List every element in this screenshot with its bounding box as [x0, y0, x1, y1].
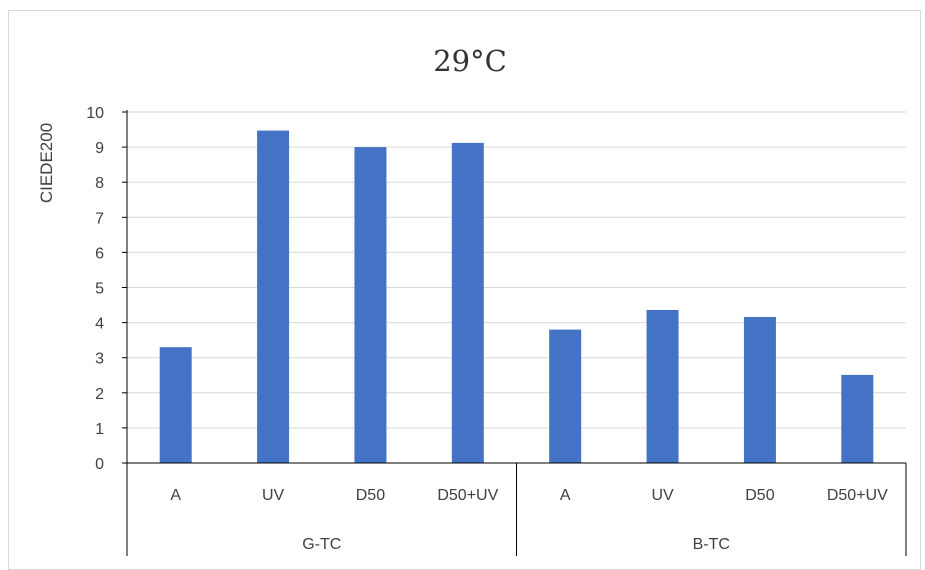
x-tick-label: UV: [262, 487, 285, 504]
gridlines: [127, 111, 906, 429]
bar: [549, 329, 582, 463]
y-tick-label: 5: [95, 281, 104, 298]
x-tick-label: D50: [745, 487, 774, 504]
y-axis-label: CIEDE200: [37, 123, 56, 203]
y-tick-label: 3: [95, 351, 104, 368]
y-tick-label: 0: [95, 456, 104, 473]
bar: [646, 309, 679, 463]
x-group-label: G-TC: [302, 536, 341, 553]
y-tick-label: 4: [95, 316, 104, 333]
y-tick-label: 10: [86, 105, 104, 122]
x-tick-label: D50+UV: [437, 487, 498, 504]
x-tick-labels: A UV D50 D50+UV A UV D50 D50+UV: [170, 487, 888, 504]
bars: [159, 130, 874, 463]
bar: [354, 147, 387, 463]
x-group-label: B-TC: [693, 536, 730, 553]
y-tick-label: 2: [95, 386, 104, 403]
y-tick-label: 7: [95, 210, 104, 227]
y-tick-label: 1: [95, 421, 104, 438]
x-group-labels: G-TC B-TC: [302, 536, 730, 553]
x-tick-label: D50+UV: [827, 487, 888, 504]
x-tick-label: UV: [651, 487, 674, 504]
chart-title: 29°C: [433, 44, 507, 78]
x-tick-label: A: [170, 487, 181, 504]
y-tick-label: 8: [95, 175, 104, 192]
y-tick-label: 6: [95, 245, 104, 262]
bar: [743, 316, 776, 463]
bar: [451, 142, 484, 463]
y-tick-labels: 0 1 2 3 4 5 6 7 8 9 10: [86, 105, 104, 473]
bar: [841, 374, 874, 463]
axes: [122, 110, 907, 556]
y-tick-label: 9: [95, 140, 104, 157]
bar: [159, 347, 192, 463]
x-tick-label: A: [560, 487, 571, 504]
x-tick-label: D50: [356, 487, 385, 504]
bar: [257, 130, 290, 463]
